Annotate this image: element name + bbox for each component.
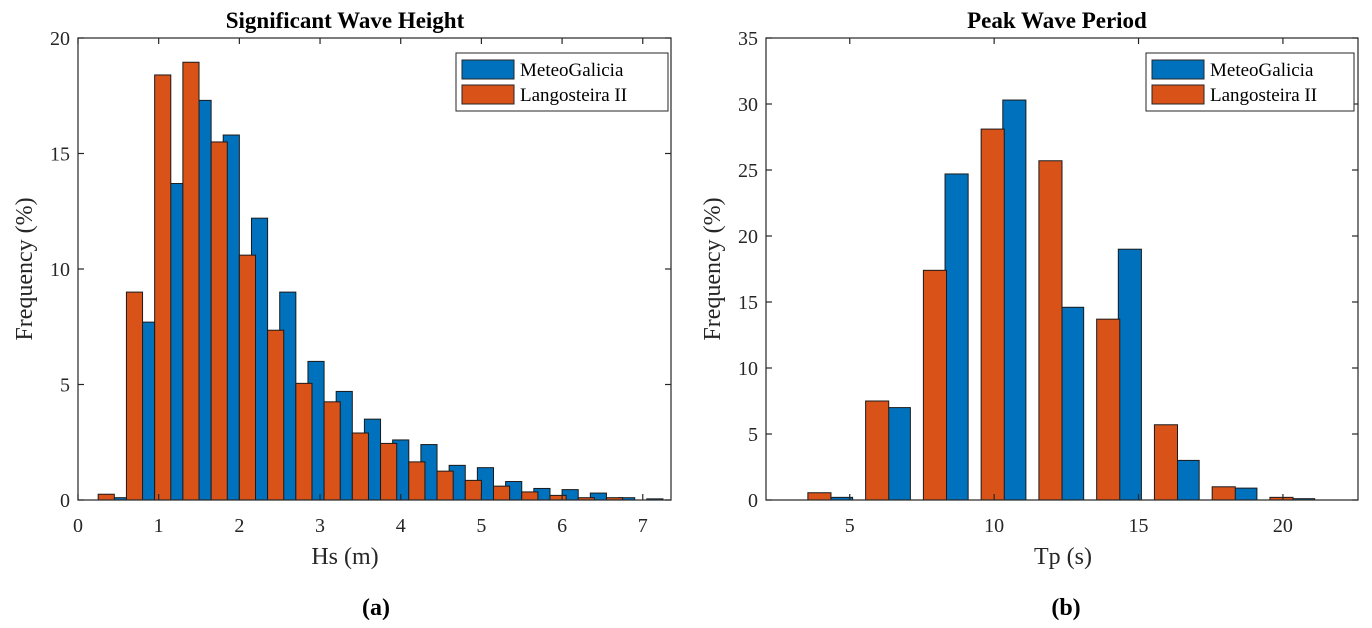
bar-langosteira-10 bbox=[380, 442, 398, 501]
bars-group bbox=[97, 61, 664, 501]
x-tick-label: 4 bbox=[396, 515, 406, 537]
bar-meteogalicia-1 bbox=[886, 407, 911, 501]
x-tick-label: 5 bbox=[476, 515, 486, 537]
bar-langosteira-4 bbox=[210, 141, 228, 501]
legend-swatch-langosteira bbox=[1151, 84, 1205, 105]
bar-meteogalicia-5 bbox=[1117, 248, 1142, 501]
x-axis-label: Tp (s) bbox=[1034, 544, 1092, 570]
legend: MeteoGalicia Langosteira II bbox=[455, 52, 669, 112]
bar-langosteira-3 bbox=[980, 128, 1005, 501]
y-tick-label: 5 bbox=[60, 375, 70, 397]
y-tick-label: 25 bbox=[738, 160, 758, 182]
bar-langosteira-0 bbox=[807, 492, 832, 501]
legend-label-langosteira: Langosteira II bbox=[520, 85, 627, 106]
bar-langosteira-6 bbox=[267, 329, 285, 501]
bar-langosteira-3 bbox=[182, 61, 200, 501]
bar-langosteira-0 bbox=[97, 493, 115, 501]
x-tick-label: 3 bbox=[315, 515, 325, 537]
x-tick-label: 1 bbox=[154, 515, 164, 537]
bar-meteogalicia-4 bbox=[1060, 306, 1085, 501]
bar-langosteira-5 bbox=[1096, 318, 1121, 501]
x-tick-label: 6 bbox=[557, 515, 567, 537]
bar-langosteira-6 bbox=[1153, 424, 1179, 501]
bar-meteogalicia-6 bbox=[1175, 459, 1200, 501]
bar-langosteira-7 bbox=[295, 382, 313, 501]
ticks-group: 0 1 2 3 4 5 6 7 0 5 10 15 20 bbox=[50, 28, 671, 537]
x-tick-label: 2 bbox=[234, 515, 244, 537]
y-tick-label: 0 bbox=[748, 490, 758, 512]
legend-swatch-langosteira bbox=[461, 84, 515, 105]
y-axis-label: Frequency (%) bbox=[700, 197, 726, 340]
bar-langosteira-7 bbox=[1211, 486, 1236, 501]
bar-langosteira-4 bbox=[1038, 160, 1063, 501]
x-tick-label: 20 bbox=[1273, 515, 1293, 537]
hs-histogram-panel: 0 1 2 3 4 5 6 7 0 5 10 15 20 Significant Wave Height… bbox=[12, 8, 672, 621]
y-tick-label: 20 bbox=[50, 28, 70, 50]
bar-langosteira-16 bbox=[549, 494, 567, 501]
bar-langosteira-2 bbox=[154, 74, 172, 501]
y-tick-label: 0 bbox=[60, 490, 70, 512]
legend-swatch-meteogalicia bbox=[461, 59, 515, 80]
legend-label-meteogalicia: MeteoGalicia bbox=[520, 60, 624, 81]
x-tick-label: 10 bbox=[984, 515, 1004, 537]
bar-langosteira-8 bbox=[323, 401, 341, 501]
y-tick-label: 15 bbox=[50, 144, 70, 166]
panel-label: (b) bbox=[1051, 595, 1080, 621]
tp-histogram-panel: 5 10 15 20 0 5 10 15 20 25 30 35 Peak Wave Period T… bbox=[700, 8, 1359, 621]
bar-langosteira-2 bbox=[922, 269, 947, 501]
legend-swatch-meteogalicia bbox=[1151, 59, 1205, 80]
bar-meteogalicia-3 bbox=[1002, 99, 1027, 501]
bar-langosteira-1 bbox=[125, 291, 144, 501]
bar-langosteira-14 bbox=[493, 485, 511, 501]
y-tick-label: 30 bbox=[738, 94, 758, 116]
legend-label-meteogalicia: MeteoGalicia bbox=[1210, 60, 1314, 81]
x-tick-label: 7 bbox=[638, 515, 648, 537]
y-tick-label: 20 bbox=[738, 226, 758, 248]
legend: MeteoGalicia Langosteira II bbox=[1145, 52, 1355, 112]
y-tick-label: 15 bbox=[738, 292, 758, 314]
x-axis-label: Hs (m) bbox=[311, 544, 378, 570]
chart-title: Peak Wave Period bbox=[967, 8, 1147, 33]
bar-meteogalicia-7 bbox=[1233, 487, 1258, 501]
bar-langosteira-15 bbox=[521, 491, 539, 501]
x-tick-label: 0 bbox=[73, 515, 83, 537]
bars-group bbox=[807, 99, 1316, 501]
bar-langosteira-9 bbox=[351, 432, 369, 501]
y-tick-label: 35 bbox=[738, 28, 758, 50]
y-tick-label: 10 bbox=[738, 358, 758, 380]
axes-box bbox=[765, 37, 1359, 501]
bar-langosteira-1 bbox=[865, 400, 890, 501]
x-tick-label: 15 bbox=[1129, 515, 1149, 537]
axes-group bbox=[765, 37, 1359, 501]
panel-label: (a) bbox=[362, 595, 390, 621]
y-axis-label: Frequency (%) bbox=[12, 197, 38, 340]
legend-label-langosteira: Langosteira II bbox=[1210, 85, 1317, 106]
bar-langosteira-5 bbox=[238, 254, 256, 501]
bar-langosteira-12 bbox=[436, 470, 454, 501]
ticks-group: 5 10 15 20 0 5 10 15 20 25 30 35 bbox=[738, 28, 1358, 537]
y-tick-label: 10 bbox=[50, 259, 70, 281]
bar-langosteira-13 bbox=[464, 479, 482, 501]
chart-title: Significant Wave Height bbox=[226, 8, 465, 33]
bar-meteogalicia-2 bbox=[944, 173, 969, 501]
x-tick-label: 5 bbox=[845, 515, 855, 537]
bar-langosteira-11 bbox=[408, 461, 426, 501]
y-tick-label: 5 bbox=[748, 424, 758, 446]
